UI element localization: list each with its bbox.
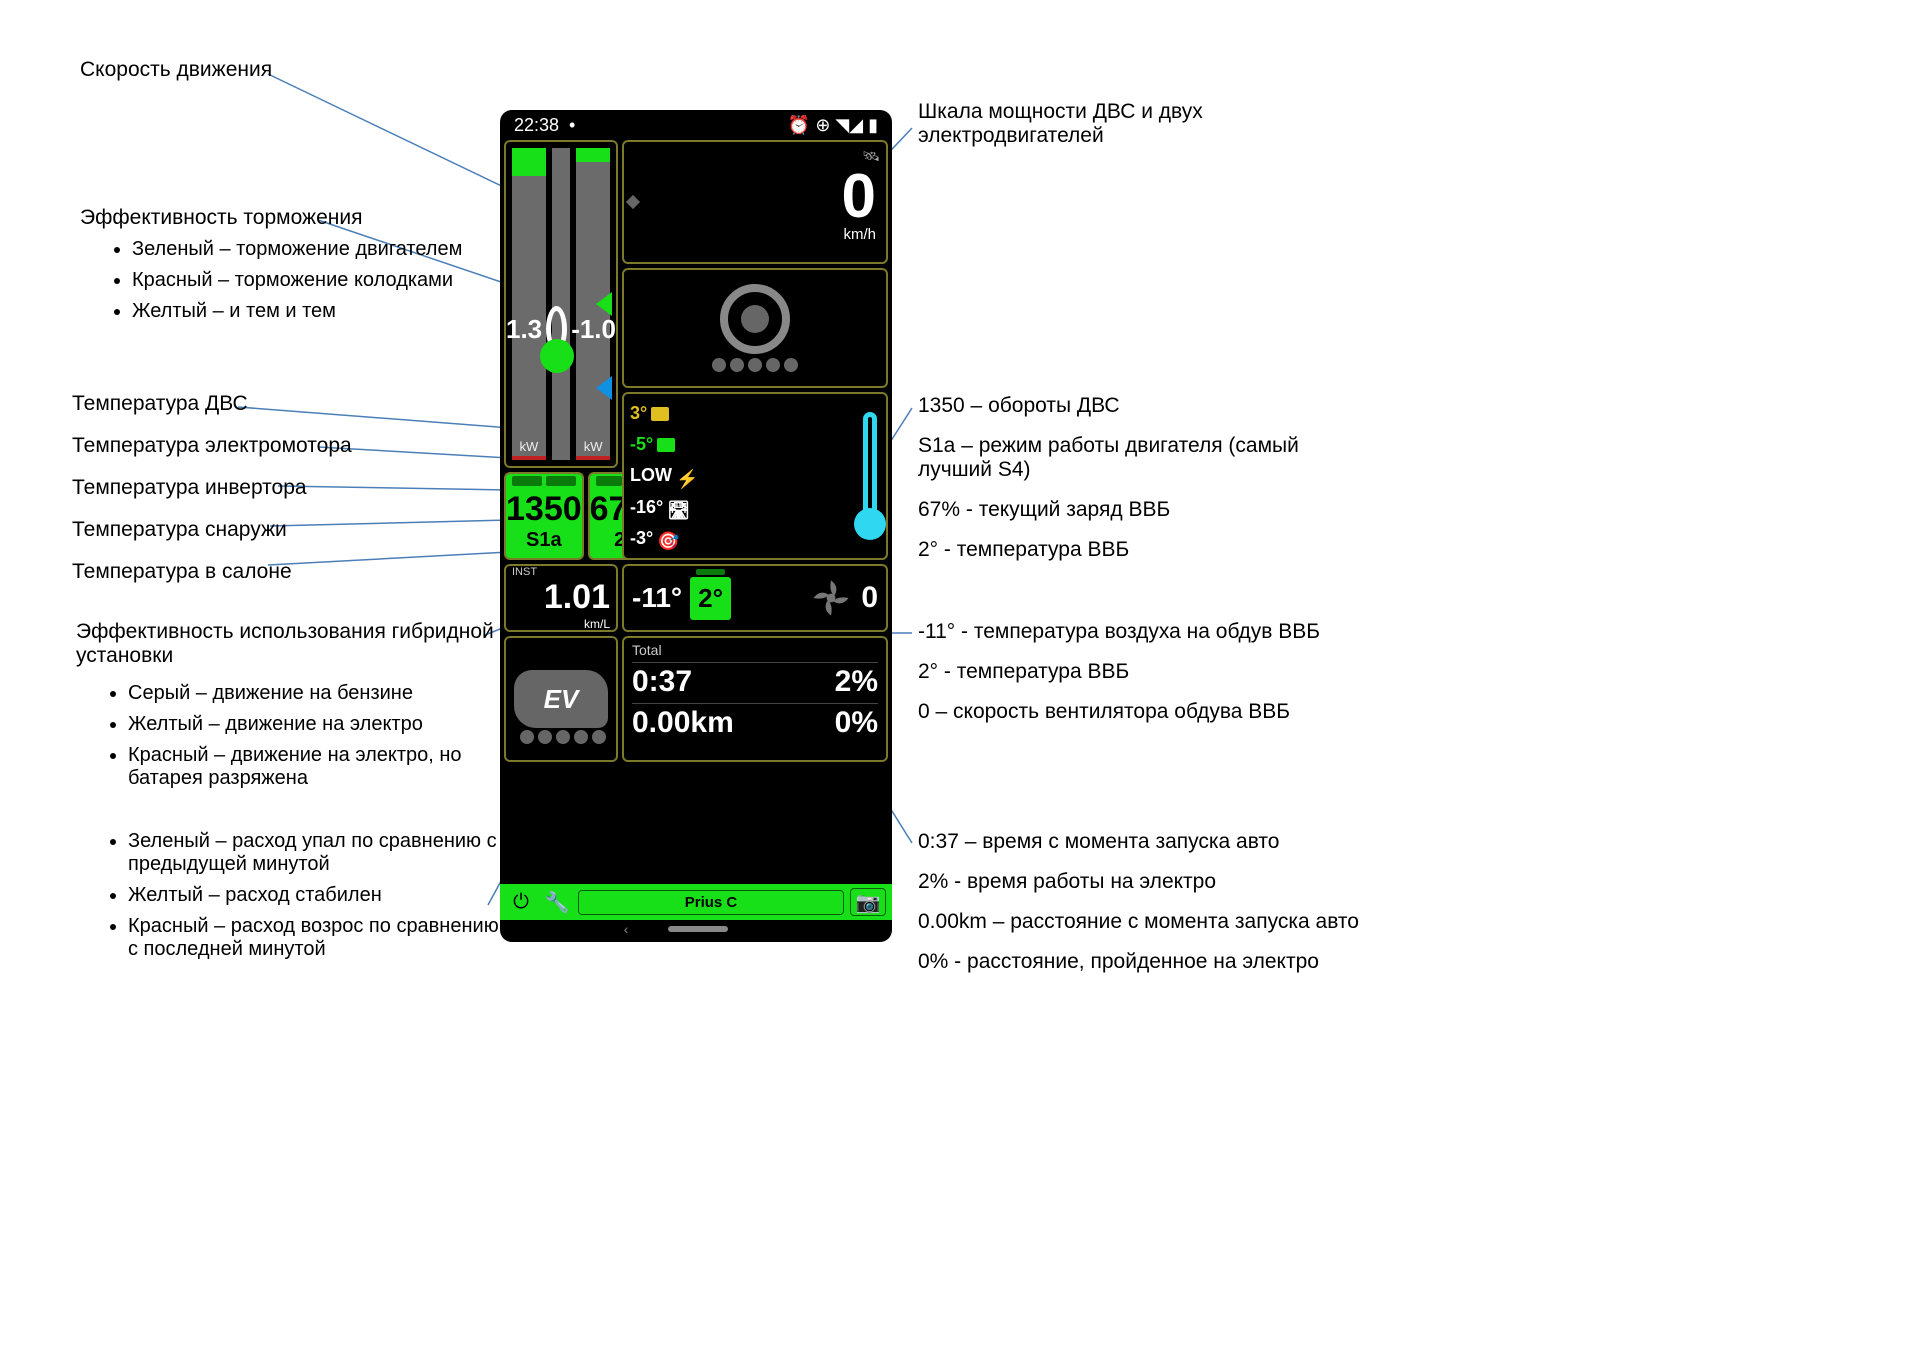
callout-temps: Температура ДВС Температура электромотор… [72,392,492,592]
bottom-toolbar: ⏻ 🔧 Prius C 📷 [500,884,892,920]
label: 1350 – обороты ДВС [918,394,1358,418]
fan-temp-in: 2° [690,577,731,620]
fan-icon [809,576,853,620]
brake-panel[interactable] [622,268,888,388]
label: 0.00km – расстояние с момента запуска ав… [918,910,1378,934]
rpm-mode: S1a [526,529,562,552]
item: Красный – движение на электро, но батаре… [128,744,506,790]
temp-outside: -16° [630,497,663,518]
status-bar: 22:38 • ⏰ ⊕ ◥◢ ▮ [500,110,892,140]
settings-button[interactable]: 🔧 [542,888,572,916]
speed-value: 0 [842,161,876,232]
item: Желтый – расход стабилен [128,884,506,907]
status-icons: ⏰ ⊕ ◥◢ ▮ [788,115,878,136]
car-name-button[interactable]: Prius C [578,890,844,915]
label: Температура ДВС [72,392,492,416]
gps-icon: 🛰 [862,148,880,165]
ev-panel[interactable]: EV [504,636,618,762]
item: Красный – расход возрос по сравнению с п… [128,915,506,961]
item: Зеленый – торможение двигателем [132,238,462,261]
totals-dist-pct: 0% [835,706,878,740]
temp-inverter: LOW [630,465,672,486]
rpm-panel[interactable]: 1350 S1a [504,472,584,560]
totals-time-pct: 2% [835,665,878,699]
label: Температура электромотора [72,434,492,458]
item: Желтый – движение на электро [128,713,506,736]
ev-icon: EV [514,670,608,728]
label: 0 – скорость вентилятора обдува ВВБ [918,700,1358,724]
power-left: 1.3 [506,314,542,345]
marker-blue-icon [596,376,612,400]
label: 0:37 – время с момента запуска авто [918,830,1378,854]
label: 2° - температура ВВБ [918,538,1358,562]
power-right: -1.0 [571,314,616,345]
item: Желтый – и тем и тем [132,300,462,323]
label: Эффективность торможения [80,206,462,230]
power-panel[interactable]: kW kW 1.3 -1.0 [504,140,618,468]
thermometer-icon [854,412,886,540]
label: 67% - текущий заряд ВВБ [918,498,1358,522]
label: Шкала мощности ДВС и двух электродвигате… [918,100,1278,148]
label: 0% - расстояние, пройденное на электро [918,950,1378,974]
inst-panel[interactable]: INST 1.01 km/L [504,564,618,632]
android-navbar: ‹ [500,920,892,938]
temp-motor: -5° [630,434,653,455]
marker-icon [626,195,640,209]
temp-inside: -3° [630,528,653,549]
wheel-icon: 🎯 [657,531,675,545]
rpm-value: 1350 [506,490,582,529]
status-time: 22:38 [514,115,559,136]
inst-unit: km/L [512,617,610,631]
speed-panel[interactable]: 🛰 0 km/h [622,140,888,264]
fan-temp-out: -11° [632,582,682,614]
bolt-icon: ⚡ [676,469,694,483]
temps-panel[interactable]: 3° -5° LOW ⚡ -16° 🛣 -3° 🎯 [622,392,888,560]
callout-speed: Скорость движения [80,58,272,90]
power-ring-icon [546,306,567,352]
callout-totals: 0:37 – время с момента запуска авто 2% -… [918,830,1378,982]
label: Эффективность использования гибридной ус… [76,620,506,668]
totals-panel[interactable]: Total 0:37 2% 0.00km 0% [622,636,888,762]
callout-power: Шкала мощности ДВС и двух электродвигате… [918,100,1278,156]
speed-unit: km/h [843,226,876,243]
motor-icon [657,438,675,452]
battery-cooling-panel[interactable]: -11° 2° 0 [622,564,888,632]
road-icon: 🛣 [667,500,685,514]
callout-fan: -11° - температура воздуха на обдув ВВБ … [918,620,1358,732]
home-icon[interactable] [668,926,728,932]
totals-label: Total [632,642,878,658]
power-bar-gap [552,148,571,460]
inst-value: 1.01 [512,578,610,617]
camera-button[interactable]: 📷 [850,888,886,916]
label: Температура инвертора [72,476,492,500]
phone-screenshot: 22:38 • ⏰ ⊕ ◥◢ ▮ 🛰 0 km/h kW [500,110,892,942]
label: 2% - время работы на электро [918,870,1378,894]
label: Температура в салоне [72,560,492,584]
back-icon[interactable]: ‹ [624,921,629,937]
brake-dots-icon [712,358,798,372]
callout-engine: 1350 – обороты ДВС S1a – режим работы дв… [918,394,1358,570]
marker-green-icon [596,292,612,316]
item: Зеленый – расход упал по сравнению с пре… [128,830,506,876]
label: S1a – режим работы двигателя (самый лучш… [918,434,1358,482]
power-bar-ice: kW [512,148,546,460]
totals-time: 0:37 [632,665,692,699]
brake-disc-icon [720,284,790,354]
callout-hybrid: Эффективность использования гибридной ус… [76,620,506,969]
label: Температура снаружи [72,518,492,542]
fan-speed: 0 [861,581,878,615]
callout-brake: Эффективность торможения Зеленый – тормо… [80,206,462,331]
inst-label: INST [512,566,610,578]
power-button[interactable]: ⏻ [506,888,536,916]
label: 2° - температура ВВБ [918,660,1358,684]
totals-dist: 0.00km [632,706,734,740]
temp-ice: 3° [630,403,647,424]
label: Скорость движения [80,58,272,82]
item: Серый – движение на бензине [128,682,506,705]
item: Красный – торможение колодками [132,269,462,292]
label: -11° - температура воздуха на обдув ВВБ [918,620,1358,644]
engine-icon [651,407,669,421]
